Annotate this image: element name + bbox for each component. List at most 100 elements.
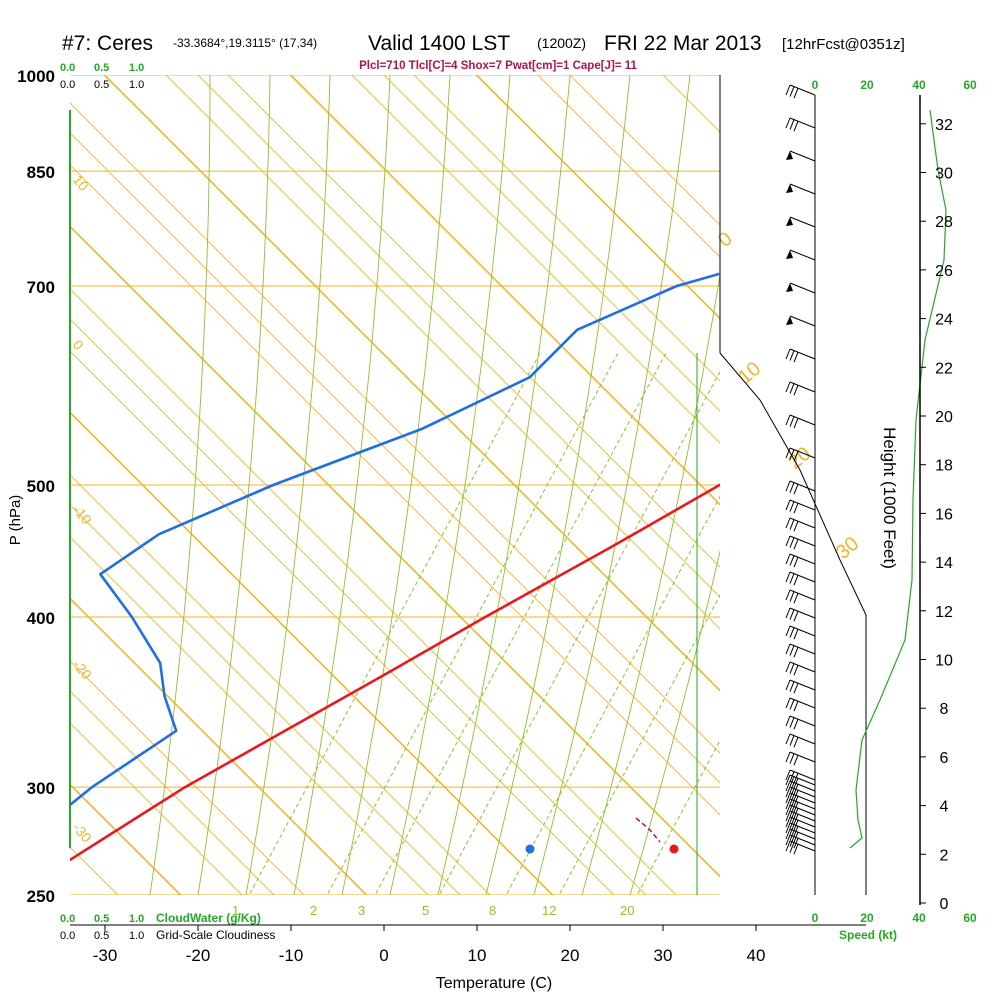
temperature-tick--30: -30 bbox=[93, 946, 118, 965]
temperature-tick-30: 30 bbox=[654, 946, 673, 965]
wind-barbs bbox=[785, 84, 816, 855]
wind-barb bbox=[785, 84, 816, 99]
cloud-scale-bottom: 0.0 0.5 1.0 CloudWater (g/Kg) 0.0 0.5 1.… bbox=[60, 911, 275, 942]
zulu-time: (1200Z) bbox=[537, 35, 586, 51]
isotherm--90 bbox=[70, 597, 368, 895]
wind-barb bbox=[785, 414, 816, 429]
forecast-date: FRI 22 Mar 2013 bbox=[604, 32, 762, 55]
height-tick-26: 26 bbox=[935, 263, 953, 280]
pressure-tick-400: 400 bbox=[27, 609, 55, 628]
wind-barb bbox=[786, 315, 816, 327]
wind-barb bbox=[785, 840, 816, 855]
speed-tick-bottom-1: 20 bbox=[860, 911, 874, 925]
speed-tick-top-0: 0 bbox=[812, 78, 819, 92]
wind-barb bbox=[786, 150, 816, 162]
wind-barb bbox=[785, 117, 816, 132]
parcel-trace bbox=[635, 817, 661, 843]
dry-adiabat bbox=[289, 75, 720, 506]
cloud-tick-bottom-black-1: 0.5 bbox=[94, 930, 109, 942]
mixing-ratio-label: 5 bbox=[422, 903, 429, 918]
wind-barb bbox=[785, 625, 816, 640]
cloud-tick-top-black-2: 1.0 bbox=[129, 79, 144, 91]
moist-adiabat bbox=[293, 75, 391, 895]
height-tick-16: 16 bbox=[935, 506, 953, 523]
speed-tick-bottom-0: 0 bbox=[812, 911, 819, 925]
height-tick-20: 20 bbox=[935, 409, 953, 426]
moist-adiabat bbox=[485, 75, 631, 895]
isotherm--30 bbox=[104, 75, 720, 691]
cloud-tick-bottom-black-2: 1.0 bbox=[129, 930, 144, 942]
wind-barb bbox=[785, 553, 816, 568]
wind-barb bbox=[785, 679, 816, 694]
station-title: #7: Ceres bbox=[62, 32, 153, 55]
speed-scale-top: 0 20 40 60 bbox=[812, 78, 977, 92]
dry-adiabat bbox=[475, 75, 720, 320]
mixing-ratio-line bbox=[248, 352, 541, 895]
wind-barb bbox=[785, 733, 816, 748]
height-tick-4: 4 bbox=[940, 799, 949, 816]
wind-barb bbox=[785, 381, 816, 396]
cloud-tick-top-black-1: 0.5 bbox=[94, 79, 109, 91]
mixing-ratio-label: 1 bbox=[232, 903, 239, 918]
dry-adiabat bbox=[165, 75, 720, 630]
surface-temperature-marker bbox=[669, 844, 679, 854]
wind-barb bbox=[785, 810, 816, 825]
temperature-tick-10: 10 bbox=[468, 946, 487, 965]
wind-barb bbox=[786, 183, 816, 195]
height-tick-0: 0 bbox=[940, 896, 949, 913]
height-axis-label: Height (1000 Feet) bbox=[880, 427, 899, 569]
dry-adiabat bbox=[537, 75, 720, 258]
speed-scale-bottom: 0 20 40 60 Speed (kt) bbox=[812, 911, 977, 942]
speed-tick-top-1: 20 bbox=[860, 78, 874, 92]
height-tick-8: 8 bbox=[940, 701, 949, 718]
isotherm--70 bbox=[70, 411, 554, 895]
wind-barb bbox=[785, 517, 816, 532]
wind-barb bbox=[786, 249, 816, 261]
wind-speed-profile bbox=[849, 109, 947, 849]
height-tick-14: 14 bbox=[935, 555, 953, 572]
dry-adiabat-label: 0 bbox=[70, 337, 87, 353]
isotherm--50 bbox=[70, 225, 720, 877]
wind-barb bbox=[785, 786, 816, 801]
dry-adiabat-label: -20 bbox=[70, 657, 95, 683]
dry-adiabat bbox=[413, 75, 720, 382]
height-tick-22: 22 bbox=[935, 360, 953, 377]
mixing-ratio-label: 3 bbox=[358, 903, 365, 918]
dewpoint-trace bbox=[70, 272, 720, 807]
moist-adiabat bbox=[437, 75, 571, 895]
dry-adiabat-label: -30 bbox=[70, 820, 95, 846]
moist-adiabat bbox=[341, 75, 451, 895]
wind-barb bbox=[785, 571, 816, 586]
wind-barb bbox=[786, 216, 816, 228]
wind-barb bbox=[785, 535, 816, 550]
speed-tick-top-2: 40 bbox=[912, 78, 926, 92]
cloud-tick-top-green-1: 0.5 bbox=[94, 62, 109, 74]
station-coords: -33.3684°,19.3115° (17,34) bbox=[173, 36, 317, 50]
dry-adiabat bbox=[70, 164, 720, 816]
wind-barb bbox=[785, 643, 816, 658]
wind-barb bbox=[785, 697, 816, 712]
isotherm-label: 10 bbox=[734, 358, 765, 389]
isotherm-label: 0 bbox=[714, 228, 737, 252]
mixing-ratio-line bbox=[374, 352, 667, 895]
dry-adiabat bbox=[70, 226, 720, 878]
speed-tick-bottom-3: 60 bbox=[963, 911, 977, 925]
pressure-axis-label: P (hPa) bbox=[7, 495, 24, 546]
dry-adiabat bbox=[70, 412, 553, 895]
height-tick-24: 24 bbox=[935, 312, 953, 329]
pressure-axis: 1000 850 700 500 400 300 250 bbox=[17, 67, 55, 906]
wind-barb bbox=[785, 661, 816, 676]
dry-adiabat bbox=[70, 288, 677, 895]
cloudiness-label: Grid-Scale Cloudiness bbox=[156, 928, 275, 942]
height-tick-18: 18 bbox=[935, 458, 953, 475]
cloud-tick-bottom-black-0: 0.0 bbox=[60, 930, 75, 942]
cloud-tick-bottom-green-0: 0.0 bbox=[60, 913, 75, 925]
mixing-ratio-label: 12 bbox=[542, 903, 556, 918]
height-tick-6: 6 bbox=[940, 750, 949, 767]
temperature-tick-0: 0 bbox=[379, 946, 388, 965]
wind-panel-outline bbox=[719, 352, 867, 895]
temperature-axis-label: Temperature (C) bbox=[436, 975, 552, 992]
mixing-ratio-line bbox=[505, 495, 720, 895]
height-tick-10: 10 bbox=[935, 653, 953, 670]
